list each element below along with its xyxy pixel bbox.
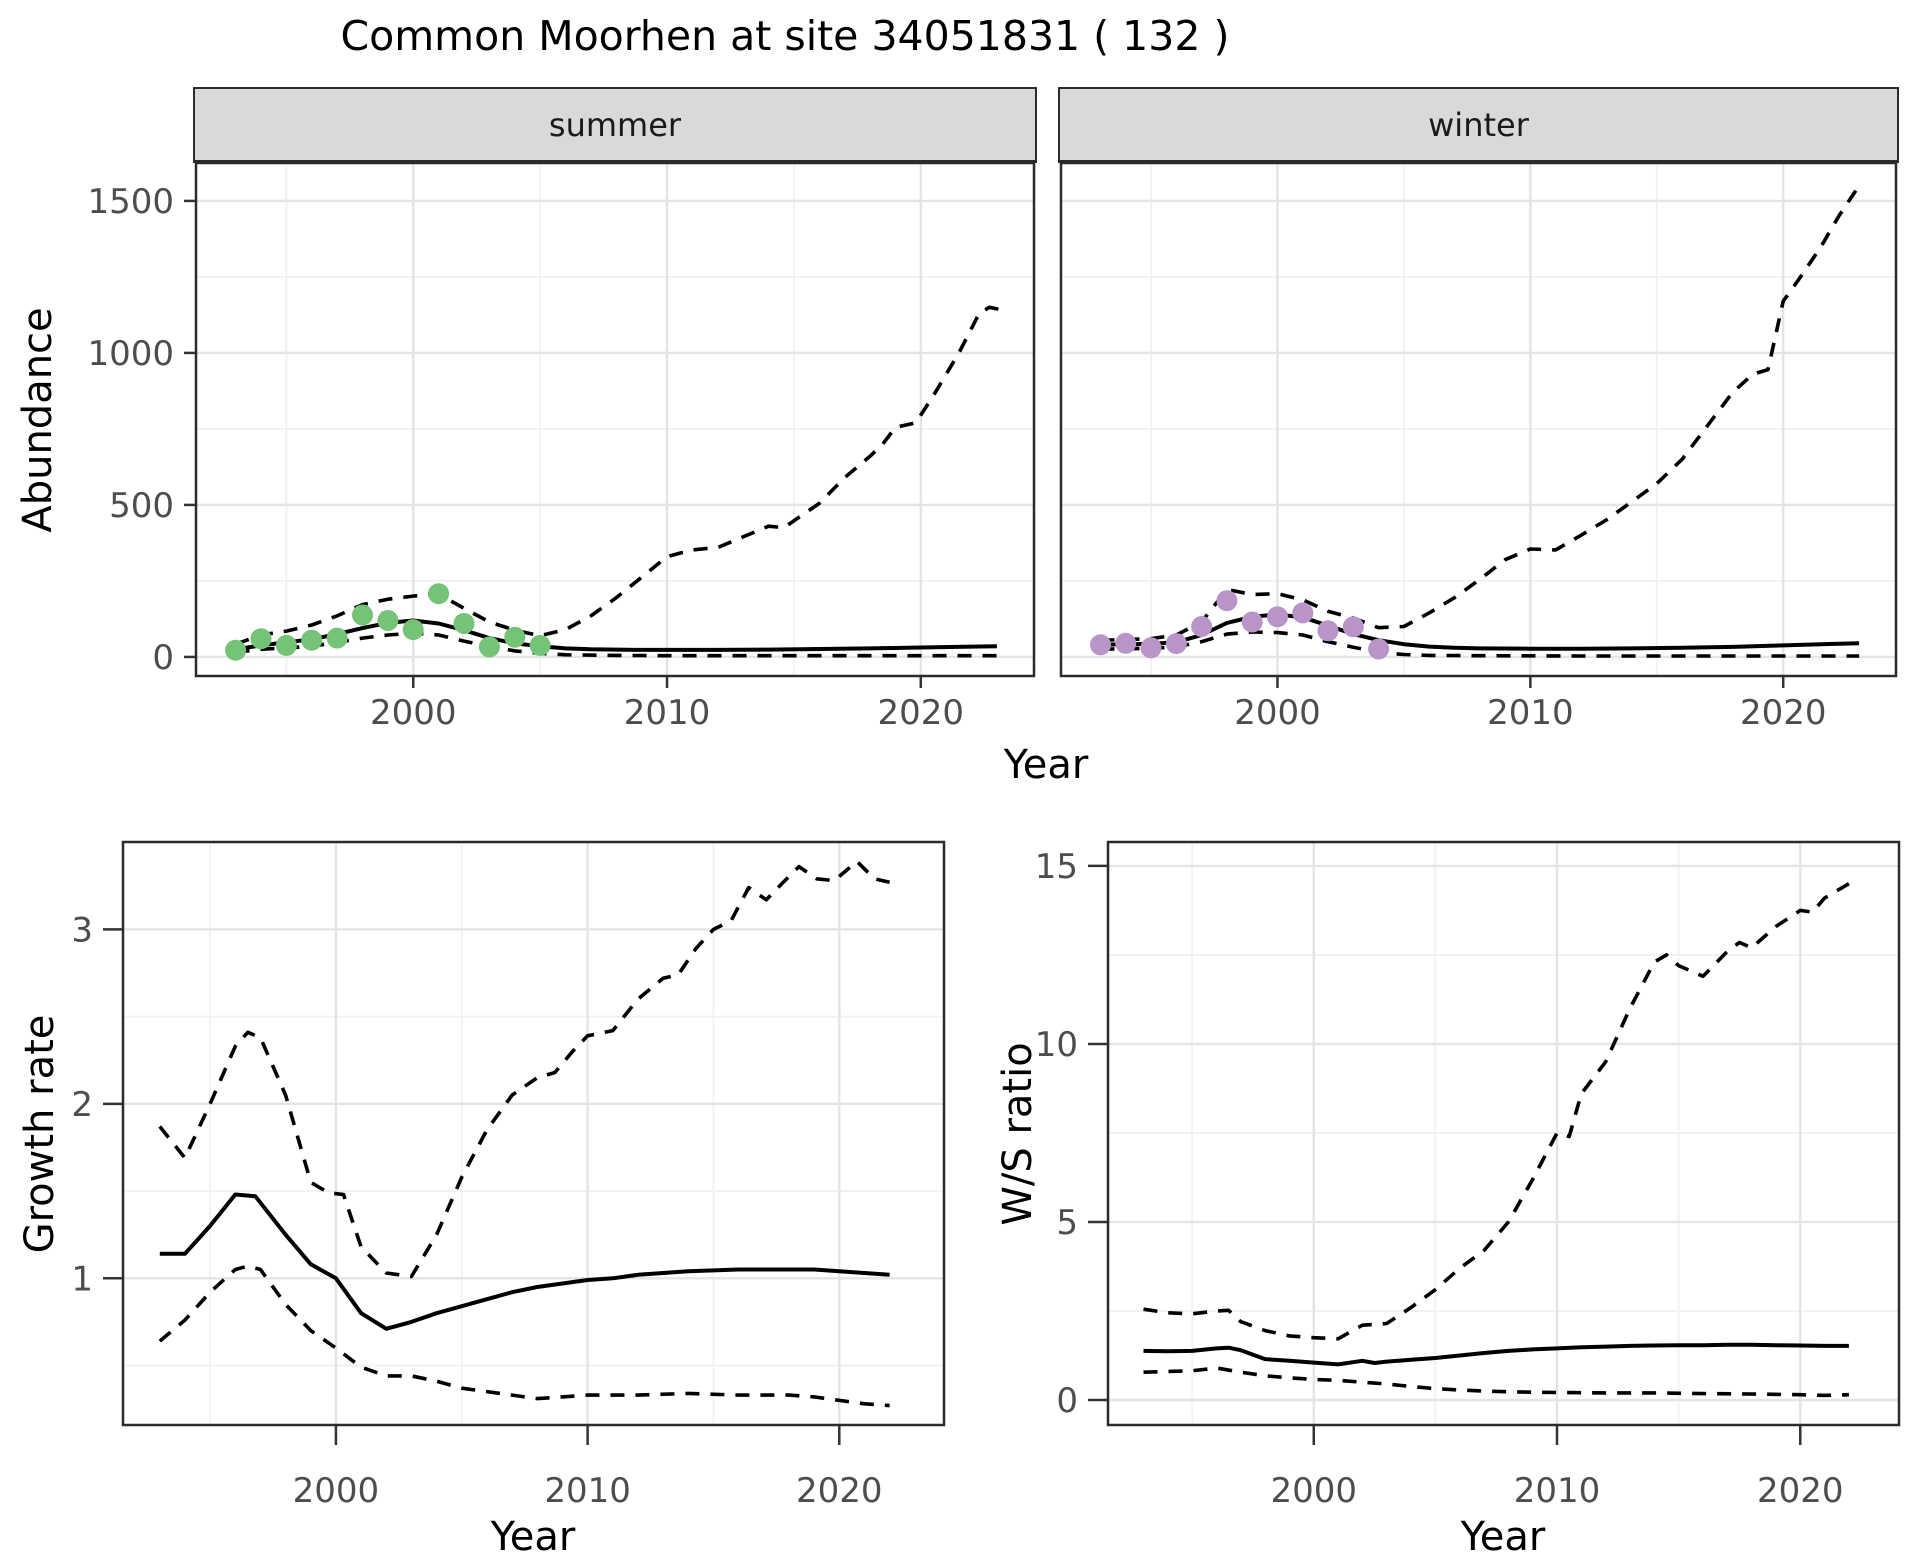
growth-rate-x-tick-label: 2010: [544, 1471, 631, 1511]
abundance-summer-observation-point: [352, 604, 373, 626]
ws-ratio-x-tick-label: 2000: [1270, 1471, 1357, 1511]
ws-ratio-y-tick-label: 0: [1056, 1381, 1078, 1421]
abundance-summer-x-tick-label: 2000: [370, 693, 457, 733]
abundance-winter-upper-ci-line: [1100, 184, 1861, 642]
y-axis-title-growth-rate: Growth rate: [17, 1014, 63, 1254]
ws-ratio-upper-ci-line: [1143, 882, 1850, 1341]
abundance-winter-observation-point: [1342, 616, 1364, 638]
x-axis-title-year-bottom-left: Year: [490, 1514, 576, 1560]
abundance-winter-observation-point: [1267, 606, 1288, 628]
abundance-summer-y-tick-label: 0: [152, 638, 174, 678]
abundance-summer-x-tick-label: 2010: [624, 693, 711, 733]
ws-ratio-lower-ci-line: [1143, 1366, 1849, 1398]
ws-ratio-x-tick-label: 2010: [1514, 1471, 1601, 1511]
abundance-summer-observation-point: [529, 634, 551, 656]
abundance-summer-y-tick-label: 1500: [87, 182, 174, 222]
abundance-summer-panel: 2000 2010 2020 0 500 1000 1500: [87, 161, 1036, 733]
abundance-summer-observation-point: [504, 626, 526, 648]
abundance-summer-y-tick-label: 500: [109, 486, 174, 526]
abundance-summer-observation-point: [326, 627, 348, 649]
growth-rate-upper-ci-line: [158, 859, 891, 1279]
abundance-winter-observation-point: [1368, 638, 1390, 660]
abundance-summer-observation-point: [250, 628, 272, 650]
y-axis-title-ws-ratio: W/S ratio: [995, 1042, 1041, 1226]
abundance-winter-observation-point: [1090, 634, 1111, 656]
abundance-summer-observation-point: [453, 613, 475, 634]
abundance-summer-observation-point: [428, 583, 450, 605]
abundance-winter-observation-point: [1216, 590, 1238, 612]
facet-strip-winter: winter: [1058, 87, 1899, 163]
abundance-winter-panel: 2000 2010 2020: [1059, 161, 1898, 733]
abundance-winter-observation-point: [1140, 637, 1162, 659]
abundance-winter-estimate-line: [1100, 612, 1860, 651]
abundance-summer-observation-point: [402, 619, 424, 641]
facet-strip-winter-label: winter: [1428, 105, 1529, 144]
abundance-winter-observation-point: [1241, 611, 1263, 633]
growth-rate-y-tick-label: 3: [71, 910, 93, 950]
growth-rate-y-tick-label: 1: [71, 1259, 93, 1299]
growth-rate-x-tick-label: 2000: [293, 1471, 380, 1511]
abundance-winter-observation-point: [1191, 616, 1213, 637]
abundance-summer-upper-ci-line: [234, 305, 1005, 646]
growth-rate-panel: 2000 2010 2020 1 2 3: [71, 840, 946, 1511]
growth-rate-x-tick-label: 2020: [796, 1471, 883, 1511]
abundance-winter-x-tick-label: 2010: [1487, 693, 1574, 733]
abundance-winter-observation-point: [1317, 620, 1339, 642]
x-axis-title-year-bottom-right: Year: [1460, 1514, 1546, 1560]
abundance-winter-observation-point: [1115, 632, 1137, 654]
ws-ratio-x-tick-label: 2020: [1757, 1471, 1844, 1511]
facet-strip-summer: summer: [193, 87, 1037, 163]
chart-title: Common Moorhen at site 34051831 ( 132 ): [340, 12, 1230, 60]
abundance-winter-lower-ci-line: [1100, 630, 1860, 658]
abundance-summer-observation-point: [478, 636, 500, 658]
abundance-summer-observation-point: [275, 634, 297, 656]
abundance-winter-observation-point: [1292, 602, 1314, 624]
abundance-summer-y-tick-label: 1000: [87, 334, 174, 374]
ws-ratio-y-tick-label: 10: [1035, 1025, 1078, 1065]
x-axis-title-year-top: Year: [1003, 742, 1089, 788]
ws-ratio-panel: 2000 2010 2020 0 5 10 15: [1035, 840, 1901, 1511]
growth-rate-y-tick-label: 2: [71, 1085, 93, 1125]
y-axis-title-abundance: Abundance: [15, 307, 61, 533]
abundance-summer-observation-point: [377, 610, 399, 631]
facet-strip-summer-label: summer: [548, 105, 682, 144]
abundance-winter-observation-point: [1165, 633, 1187, 655]
ws-ratio-y-tick-label: 5: [1056, 1203, 1078, 1243]
ws-ratio-estimate-line: [1143, 1342, 1849, 1367]
abundance-winter-x-tick-label: 2000: [1234, 693, 1321, 733]
ws-ratio-y-tick-label: 15: [1035, 847, 1078, 887]
abundance-summer-observation-point: [225, 639, 247, 661]
abundance-summer-observation-point: [301, 629, 323, 651]
abundance-summer-x-tick-label: 2020: [878, 693, 965, 733]
growth-rate-estimate-line: [159, 1192, 890, 1331]
growth-rate-lower-ci-line: [158, 1264, 890, 1408]
abundance-winter-x-tick-label: 2020: [1740, 693, 1827, 733]
